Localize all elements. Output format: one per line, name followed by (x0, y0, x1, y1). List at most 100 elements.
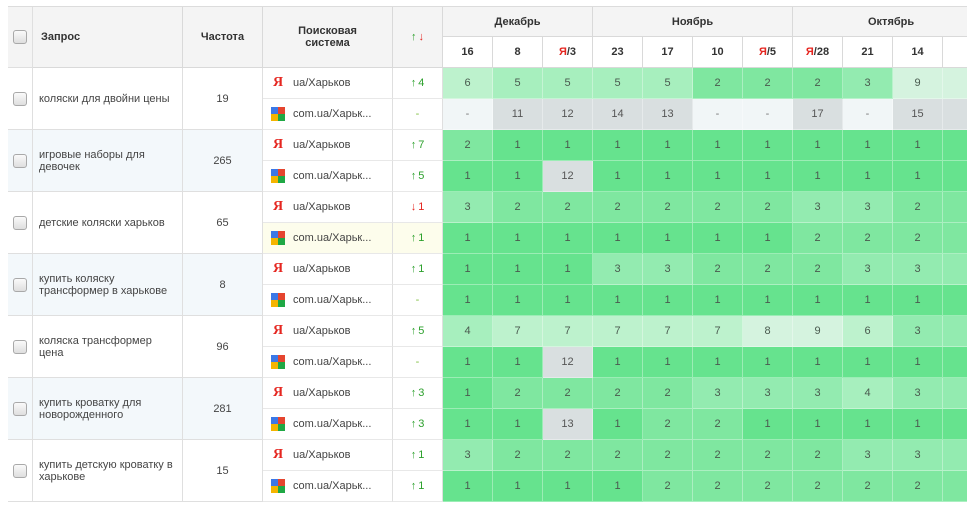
change-header[interactable]: ↑ ↓ (393, 7, 443, 68)
checkbox[interactable] (13, 153, 27, 168)
position-cell: 2 (793, 471, 843, 502)
position-value: 2 (764, 201, 771, 213)
position-cell: 1 (893, 409, 943, 440)
position-cell: 1 (743, 223, 793, 254)
date-header[interactable]: 17 (643, 37, 693, 68)
position-cell: 5 (493, 68, 543, 99)
position-cell-partial (943, 254, 967, 285)
yandex-logo-icon: Я (272, 447, 284, 462)
position-change-cell: ↑ 1 (393, 254, 443, 285)
engine-header: Поисковая система (263, 7, 393, 68)
select-all-cell[interactable] (8, 7, 33, 68)
position-value: 1 (514, 356, 521, 368)
date-header[interactable]: 21 (843, 37, 893, 68)
position-value: 1 (664, 232, 671, 244)
date-header[interactable]: 8 (493, 37, 543, 68)
position-cell: 4 (443, 316, 493, 347)
date-header[interactable]: Я/3 (543, 37, 593, 68)
query-header[interactable]: Запрос (33, 7, 183, 68)
date-header[interactable]: Я/5 (743, 37, 793, 68)
position-cell: 2 (743, 68, 793, 99)
month-header: Октябрь (793, 7, 967, 37)
position-cell: 1 (593, 347, 643, 378)
position-cell: - (443, 99, 493, 130)
google-region-label: com.ua/Харьк... (293, 170, 372, 182)
position-value: - (715, 108, 720, 120)
date-yandex-mark: Я (805, 46, 814, 58)
position-cell-partial (943, 192, 967, 223)
position-cell: 1 (643, 161, 693, 192)
position-value: 4 (864, 387, 871, 399)
date-header[interactable]: 16 (443, 37, 493, 68)
position-value: 13 (561, 418, 574, 430)
date-header[interactable]: 23 (593, 37, 643, 68)
frequency-value: 8 (219, 278, 226, 291)
checkbox[interactable] (13, 401, 27, 416)
position-cell: 1 (493, 409, 543, 440)
position-value: 7 (614, 325, 621, 337)
date-label: 14 (911, 46, 924, 58)
position-cell: 1 (493, 471, 543, 502)
checkbox[interactable] (13, 30, 27, 44)
query-cell: купить детскую кроватку в харькове (33, 440, 183, 502)
date-header[interactable]: Я/28 (793, 37, 843, 68)
row-checkbox-cell[interactable] (8, 440, 33, 502)
position-cell: 1 (643, 223, 693, 254)
position-cell-partial (943, 440, 967, 471)
position-value: 1 (714, 356, 721, 368)
checkbox[interactable] (13, 277, 27, 292)
position-cell-partial (943, 285, 967, 316)
position-value: 2 (564, 449, 571, 461)
position-cell: 5 (593, 68, 643, 99)
row-checkbox-cell[interactable] (8, 316, 33, 378)
checkbox[interactable] (13, 91, 27, 106)
position-cell-partial (943, 130, 967, 161)
checkbox[interactable] (13, 339, 27, 354)
position-cell: 2 (643, 192, 693, 223)
position-cell: 1 (843, 161, 893, 192)
position-value: 1 (464, 356, 471, 368)
position-cell: 13 (543, 409, 593, 440)
google-engine-cell: com.ua/Харьк... (263, 409, 393, 440)
position-value: 2 (664, 480, 671, 492)
date-header-partial (943, 37, 967, 68)
position-cell: 1 (443, 161, 493, 192)
position-value: 5 (614, 77, 621, 89)
checkbox[interactable] (13, 463, 27, 478)
query-text: коляска трансформер цена (39, 334, 152, 359)
position-value: 1 (564, 139, 571, 151)
frequency-value: 15 (216, 464, 229, 477)
date-header[interactable]: 14 (893, 37, 943, 68)
position-cell-partial (943, 68, 967, 99)
google-region-label: com.ua/Харьк... (293, 356, 372, 368)
position-value: 1 (614, 170, 621, 182)
google-logo-icon (271, 107, 285, 121)
position-cell-partial (943, 409, 967, 440)
position-cell: 2 (793, 254, 843, 285)
row-checkbox-cell[interactable] (8, 254, 33, 316)
position-cell: 2 (543, 440, 593, 471)
position-cell: 12 (543, 99, 593, 130)
date-header[interactable]: 10 (693, 37, 743, 68)
change-value: 1 (418, 201, 425, 213)
row-checkbox-cell[interactable] (8, 378, 33, 440)
position-change-cell: ↑ 1 (393, 440, 443, 471)
frequency-header[interactable]: Частота (183, 7, 263, 68)
yandex-logo-icon: Я (272, 137, 284, 152)
query-cell: детские коляски харьков (33, 192, 183, 254)
position-value: 6 (864, 325, 871, 337)
position-value: 1 (514, 480, 521, 492)
row-checkbox-cell[interactable] (8, 192, 33, 254)
frequency-cell: 8 (183, 254, 263, 316)
position-value: 17 (811, 108, 824, 120)
position-value: 3 (914, 449, 921, 461)
checkbox[interactable] (13, 215, 27, 230)
position-value: 7 (664, 325, 671, 337)
row-checkbox-cell[interactable] (8, 68, 33, 130)
row-checkbox-cell[interactable] (8, 130, 33, 192)
change-value: 7 (418, 139, 425, 151)
position-value: 1 (814, 418, 821, 430)
position-value: 1 (514, 232, 521, 244)
position-value: 1 (764, 294, 771, 306)
change-value: - (415, 294, 420, 306)
